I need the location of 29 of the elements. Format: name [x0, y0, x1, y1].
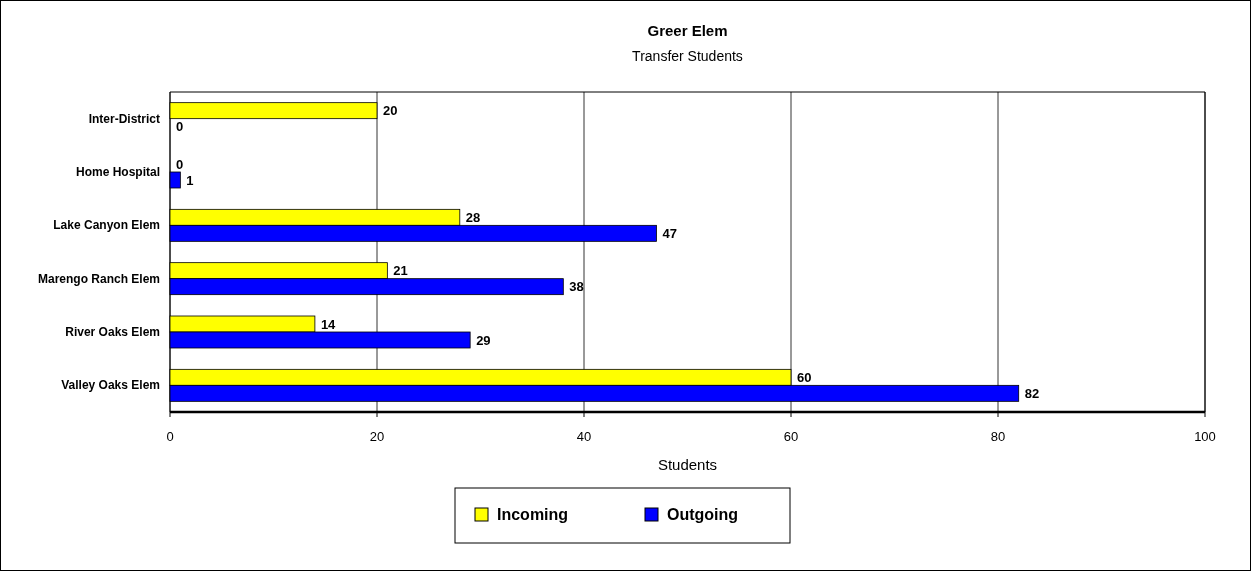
- data-label: 0: [176, 119, 184, 135]
- data-label: 0: [176, 156, 184, 172]
- data-label: 60: [797, 369, 812, 385]
- data-label: 28: [465, 209, 481, 225]
- data-label: 29: [476, 332, 491, 348]
- legend-label: Incoming: [497, 506, 569, 523]
- x-tick-label: 100: [1194, 429, 1216, 444]
- data-label: 38: [569, 279, 584, 295]
- chart-subtitle: Transfer Students: [632, 48, 743, 64]
- x-tick-label: 20: [369, 429, 385, 444]
- y-tick-label: Home Hospital: [75, 165, 160, 179]
- y-tick-label: Lake Canyon Elem: [53, 218, 160, 233]
- data-label: 20: [383, 103, 398, 119]
- y-tick-label: Valley Oaks Elem: [61, 378, 160, 393]
- y-tick-label: Inter-District: [88, 111, 160, 126]
- data-label: 14: [320, 316, 337, 332]
- y-tick-label: Marengo Ranch Elem: [37, 271, 160, 286]
- data-label: 21: [393, 263, 408, 279]
- legend-label: Outgoing: [667, 506, 739, 523]
- x-tick-label: 80: [990, 429, 1006, 444]
- data-label: 47: [662, 225, 677, 241]
- x-tick-label: 60: [783, 429, 799, 444]
- x-axis-title: Students: [657, 456, 718, 473]
- x-tick-label: 40: [576, 429, 592, 444]
- data-label: 1: [186, 172, 194, 188]
- chart-title: Greer Elem: [647, 22, 728, 39]
- y-tick-label: River Oaks Elem: [65, 325, 160, 339]
- data-label: 82: [1024, 385, 1040, 401]
- x-tick-label: 0: [166, 429, 174, 444]
